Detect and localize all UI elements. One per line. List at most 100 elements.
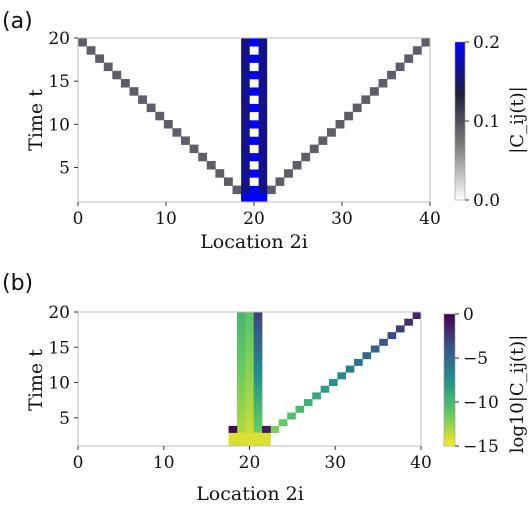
cone-cell [301, 152, 311, 162]
x-tick-label: 30 [331, 209, 353, 229]
column-cell [245, 365, 254, 373]
strip-cell [258, 87, 268, 96]
cone-cell [395, 62, 405, 72]
strip-cell [241, 70, 251, 80]
base-cell [262, 439, 271, 447]
column-cell [253, 425, 263, 433]
base-cell [236, 439, 246, 447]
base-cell [236, 432, 246, 440]
base-cell [245, 439, 254, 447]
column-cell [253, 399, 263, 407]
column-cell [253, 345, 263, 353]
base-cell [228, 432, 238, 440]
cone-cell [421, 38, 431, 47]
cone-cell [275, 177, 285, 186]
strip-cell [241, 169, 251, 178]
panel-a-label: (a) [2, 9, 33, 34]
colorbar-tick-label: −10 [463, 393, 499, 413]
base-cell [253, 439, 263, 447]
y-tick-label: 15 [48, 338, 70, 358]
strip-cell [258, 95, 268, 104]
y-tick-label: 10 [48, 374, 70, 394]
checker-cell [249, 152, 259, 162]
column-cell [236, 338, 246, 346]
column-cell [245, 312, 254, 319]
diagonal-cell [412, 312, 422, 319]
panel-b-colorbar: 0 −5 −10 −15 [443, 305, 499, 457]
checker-cell [249, 185, 259, 195]
column-cell [253, 412, 263, 420]
column-cell [245, 399, 254, 407]
diagonal-cell [295, 405, 305, 413]
cone-cell [292, 161, 302, 170]
checker-cell [249, 103, 259, 113]
corner-cell [262, 425, 271, 433]
panel-a-ylabel: Time t [25, 89, 47, 151]
checker-cell [249, 136, 259, 145]
strip-cell [258, 38, 268, 47]
strip-cell [241, 128, 251, 137]
checker-cell [249, 111, 259, 121]
cone-cell [404, 54, 414, 63]
strip-cell [241, 38, 251, 47]
column-cell [245, 372, 254, 380]
colorbar-gradient [454, 41, 466, 201]
column-cell [253, 312, 263, 319]
base-cell [262, 432, 271, 440]
column-cell [253, 392, 263, 400]
checker-cell [249, 161, 259, 170]
diagonal-cell [287, 412, 296, 420]
cone-cell [138, 95, 147, 104]
cone-cell [189, 144, 199, 154]
column-cell [245, 379, 254, 386]
panel-a-colorbar-label: |C_ij(t)| [507, 86, 528, 154]
column-cell [236, 372, 246, 380]
strip-cell [241, 120, 251, 129]
x-tick-label: 40 [419, 209, 441, 229]
column-cell [245, 338, 254, 346]
column-cell [245, 405, 254, 413]
strip-cell [258, 120, 268, 129]
diagonal-cell [278, 419, 288, 427]
cone-cell [326, 128, 336, 137]
column-cell [236, 399, 246, 407]
panel-a-colorbar: 0.0 0.1 0.2 [454, 33, 500, 211]
strip-cell [258, 177, 268, 186]
strip-cell [258, 144, 268, 154]
strip-cell [258, 128, 268, 137]
column-cell [245, 392, 254, 400]
colorbar-tick-label: −15 [463, 437, 499, 457]
x-tick-label: 40 [410, 453, 432, 473]
cone-cell [129, 87, 139, 96]
column-cell [245, 358, 254, 366]
diagonal-cell [345, 365, 355, 373]
y-tick-label: 20 [48, 29, 70, 49]
column-cell [236, 352, 246, 360]
diagonal-cell [270, 425, 280, 433]
panel-b-label: (b) [2, 271, 33, 296]
x-tick-label: 0 [73, 209, 84, 229]
cone-cell [181, 136, 190, 145]
diagonal-cell [362, 352, 372, 360]
base-cell [241, 193, 251, 203]
strip-cell [241, 185, 251, 195]
colorbar-tick-label: 0.0 [473, 191, 500, 211]
checker-cell [249, 87, 259, 96]
column-cell [236, 379, 246, 386]
cone-cell [344, 111, 354, 121]
strip-cell [258, 111, 268, 121]
column-cell [245, 332, 254, 340]
cone-cell [309, 144, 319, 154]
strip-cell [258, 152, 268, 162]
column-cell [245, 345, 254, 353]
column-cell [245, 352, 254, 360]
colorbar-gradient [443, 313, 456, 447]
cone-cell [369, 87, 379, 96]
cone-cell [155, 111, 165, 121]
strip-cell [241, 46, 251, 55]
cone-cell [172, 128, 182, 137]
cone-cell [352, 103, 362, 113]
cone-cell [112, 70, 122, 80]
colorbar-tick-label: 0.2 [473, 33, 500, 53]
